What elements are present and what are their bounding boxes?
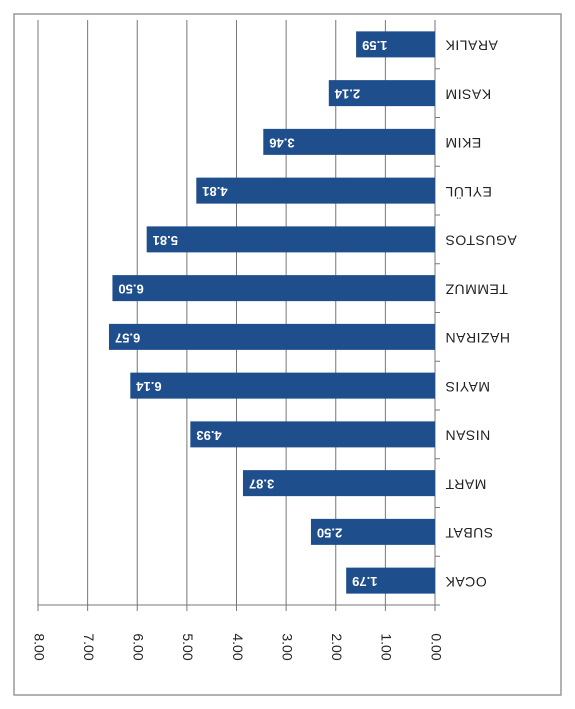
- value-label: 1.59: [362, 38, 387, 53]
- frame: [13, 13, 562, 696]
- category-label: HAZIRAN: [445, 330, 510, 346]
- x-tick-label: 6.00: [131, 633, 147, 660]
- value-label: 6.57: [115, 330, 140, 345]
- value-label: 6.14: [136, 379, 162, 394]
- x-tick-label: 1.00: [379, 633, 395, 660]
- value-label: 1.79: [352, 574, 377, 589]
- bar: [356, 31, 435, 58]
- x-tick-label: 8.00: [31, 633, 47, 660]
- bar: [108, 323, 435, 350]
- x-tick-label: 4.00: [230, 633, 246, 660]
- category-label: MAYIS: [445, 379, 490, 395]
- category-label: EKIM: [445, 135, 481, 151]
- value-label: 6.50: [118, 282, 143, 297]
- x-tick-label: 0.00: [428, 633, 444, 660]
- category-label: SUBAT: [445, 525, 493, 541]
- bar: [242, 470, 435, 497]
- category-label: TEMMUZ: [445, 281, 508, 297]
- value-label: 5.81: [153, 233, 178, 248]
- category-label: OCAK: [445, 574, 487, 590]
- category-label: ARALIK: [445, 38, 498, 54]
- value-label: 2.14: [334, 87, 360, 102]
- category-label: EYLÜL: [445, 184, 492, 201]
- bar: [146, 226, 435, 253]
- bar: [196, 177, 435, 204]
- value-label: 2.50: [317, 525, 342, 540]
- category-label: NISAN: [445, 428, 490, 444]
- bar: [112, 275, 435, 302]
- x-tick-label: 2.00: [329, 633, 345, 660]
- bar: [328, 80, 435, 107]
- bar: [310, 518, 435, 545]
- category-label: KASIM: [445, 86, 491, 102]
- bar: [263, 128, 435, 155]
- value-label: 4.93: [196, 428, 221, 443]
- plot: 0.00 1.00 2.00 3.00 4.00 5.00 6.00 7.00 8.00 OCAK…: [13, 13, 562, 696]
- x-tick-label: 5.00: [180, 633, 196, 660]
- category-label: AGUSTOS: [445, 233, 517, 249]
- value-label: 3.46: [269, 135, 294, 150]
- x-tick-label: 7.00: [81, 633, 97, 660]
- bar: [346, 567, 435, 594]
- value-label: 3.87: [249, 477, 274, 492]
- bar: [130, 372, 435, 399]
- x-tick-label: 3.00: [279, 633, 295, 660]
- category-label: MART: [445, 476, 486, 492]
- value-label: 4.81: [202, 184, 227, 199]
- bar: [190, 421, 435, 448]
